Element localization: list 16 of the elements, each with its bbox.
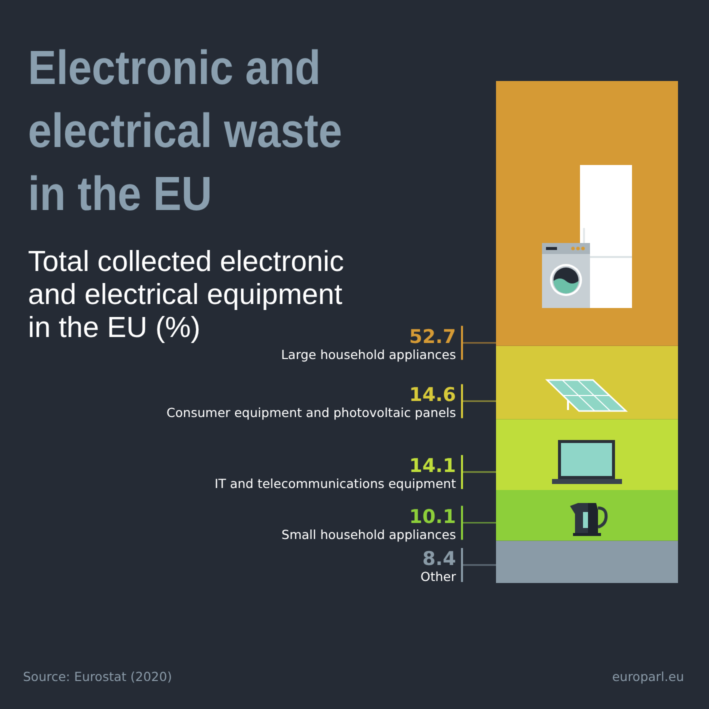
bar xyxy=(496,490,678,541)
text: Small household appliances xyxy=(282,526,456,542)
text: IT and telecommunications equipment xyxy=(214,476,456,492)
data-label: 10.1 xyxy=(409,506,456,528)
text: Consumer equipment and photovoltaic panels xyxy=(166,405,456,420)
bar xyxy=(496,540,678,583)
data-label: 8.4 xyxy=(422,548,456,570)
data-label: 52.7 xyxy=(409,326,456,348)
text: Large household appliances xyxy=(281,346,456,362)
data-label: 14.6 xyxy=(409,384,456,406)
text: Other xyxy=(420,569,457,584)
text: europarl.eu xyxy=(612,669,684,685)
data-label: 14.1 xyxy=(409,455,456,478)
text: Electronic and electrical waste in the EU xyxy=(28,41,344,223)
source-note: Source: Eurostat (2020) xyxy=(23,669,172,685)
text: Total collected electronic and electrical equipment in the EU (%) xyxy=(28,246,344,345)
